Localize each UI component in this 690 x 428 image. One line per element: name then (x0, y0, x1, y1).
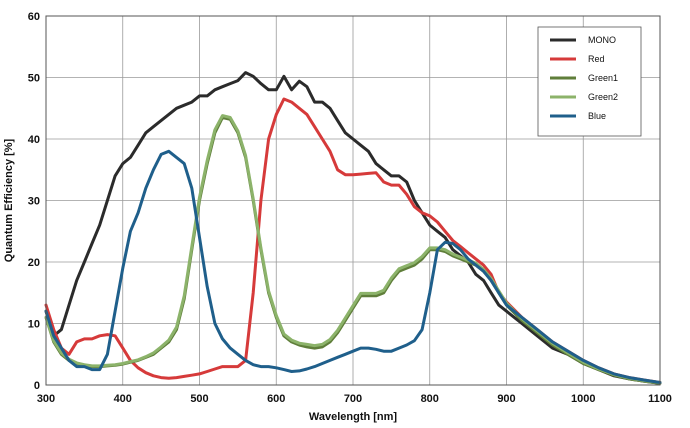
series-lines (44, 71, 662, 385)
plot-frame (45, 15, 661, 386)
y-tick-label: 50 (28, 73, 40, 85)
x-tick-label: 700 (344, 393, 362, 405)
y-tick-label: 0 (34, 380, 40, 392)
y-tick-label: 20 (28, 257, 40, 269)
legend-box (537, 26, 642, 137)
x-tick-label: 900 (497, 393, 515, 405)
y-tick-label: 60 (28, 11, 40, 23)
legend-label-green1: Green1 (588, 73, 618, 83)
legend-label-green2: Green2 (588, 92, 618, 102)
x-tick-label: 800 (421, 393, 439, 405)
y-tick-label: 30 (28, 196, 40, 208)
x-axis-title: Wavelength [nm] (309, 411, 398, 423)
x-tick-label: 300 (37, 393, 55, 405)
x-tick-label: 1000 (571, 393, 595, 405)
tick-labels: 300 400 500 600 700 800 900 1000 1100 0 10 20 30 40 50… (28, 11, 672, 405)
legend-label-red: Red (588, 54, 605, 64)
legend-label-blue: Blue (588, 111, 606, 121)
y-tick-label: 10 (28, 319, 40, 331)
y-axis-title: Quantum Efficiency [%] (3, 138, 15, 262)
x-tick-label: 600 (267, 393, 285, 405)
legend: MONO Red Green1 Green2 Blue (537, 26, 642, 137)
x-tick-label: 400 (114, 393, 132, 405)
y-tick-label: 40 (28, 134, 40, 146)
series-line-blue (44, 149, 662, 384)
x-tick-label: 500 (190, 393, 208, 405)
x-tick-label: 1100 (648, 393, 672, 405)
legend-label-mono: MONO (588, 35, 616, 45)
series-line-mono (44, 71, 662, 385)
